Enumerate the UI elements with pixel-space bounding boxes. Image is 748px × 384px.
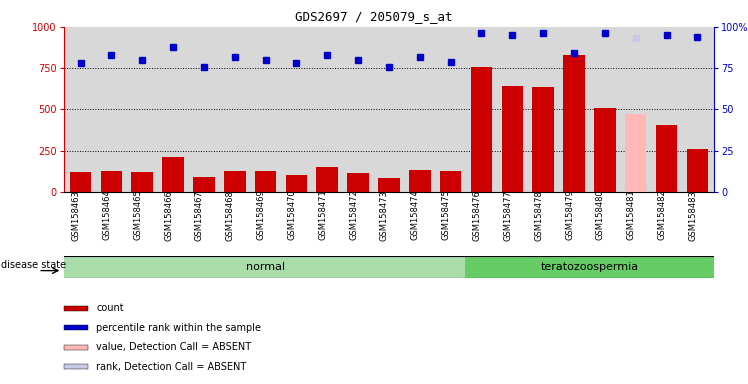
Text: GSM158471: GSM158471 (319, 190, 328, 240)
Bar (286, 175, 307, 192)
Text: GSM158463: GSM158463 (72, 190, 81, 240)
Text: disease state: disease state (1, 260, 66, 270)
Bar (501, 86, 523, 192)
Bar (162, 157, 184, 192)
Text: teratozoospermia: teratozoospermia (540, 262, 639, 272)
Text: GSM158468: GSM158468 (226, 190, 235, 240)
Bar (64, 256, 468, 278)
Bar (347, 173, 369, 192)
Text: count: count (96, 303, 124, 313)
Bar (470, 66, 492, 192)
Text: GSM158472: GSM158472 (349, 190, 358, 240)
Bar (533, 87, 554, 192)
Text: value, Detection Call = ABSENT: value, Detection Call = ABSENT (96, 342, 251, 352)
Bar (409, 170, 431, 192)
Text: GSM158474: GSM158474 (411, 190, 420, 240)
Text: GSM158483: GSM158483 (688, 190, 697, 240)
Text: normal: normal (246, 262, 285, 272)
Bar (132, 172, 153, 192)
Bar (687, 149, 708, 192)
Bar (100, 170, 122, 192)
Text: GSM158476: GSM158476 (473, 190, 482, 240)
Text: percentile rank within the sample: percentile rank within the sample (96, 323, 261, 333)
Text: GSM158477: GSM158477 (503, 190, 512, 240)
Text: GSM158465: GSM158465 (133, 190, 142, 240)
Bar (255, 171, 277, 192)
Text: GSM158479: GSM158479 (565, 190, 574, 240)
Text: GSM158467: GSM158467 (195, 190, 204, 240)
Text: GSM158473: GSM158473 (380, 190, 389, 240)
Text: rank, Detection Call = ABSENT: rank, Detection Call = ABSENT (96, 362, 247, 372)
Bar (193, 177, 215, 192)
Text: GSM158478: GSM158478 (534, 190, 543, 240)
Bar (316, 167, 338, 192)
Bar (70, 172, 91, 192)
Bar (656, 125, 678, 192)
Bar (378, 178, 399, 192)
Text: GSM158475: GSM158475 (441, 190, 450, 240)
Text: GDS2697 / 205079_s_at: GDS2697 / 205079_s_at (295, 10, 453, 23)
Bar (224, 170, 245, 192)
Text: GSM158469: GSM158469 (257, 190, 266, 240)
Bar (563, 55, 585, 192)
Text: GSM158470: GSM158470 (287, 190, 296, 240)
Bar (64, 345, 88, 349)
Bar (64, 364, 88, 369)
Text: GSM158481: GSM158481 (627, 190, 636, 240)
Bar (625, 114, 646, 192)
Text: GSM158466: GSM158466 (164, 190, 173, 240)
Bar (594, 108, 616, 192)
Bar (64, 326, 88, 330)
Bar (440, 171, 462, 192)
Text: GSM158482: GSM158482 (657, 190, 666, 240)
Bar (64, 306, 88, 311)
Text: GSM158480: GSM158480 (596, 190, 605, 240)
Text: GSM158464: GSM158464 (102, 190, 111, 240)
Bar (465, 256, 714, 278)
